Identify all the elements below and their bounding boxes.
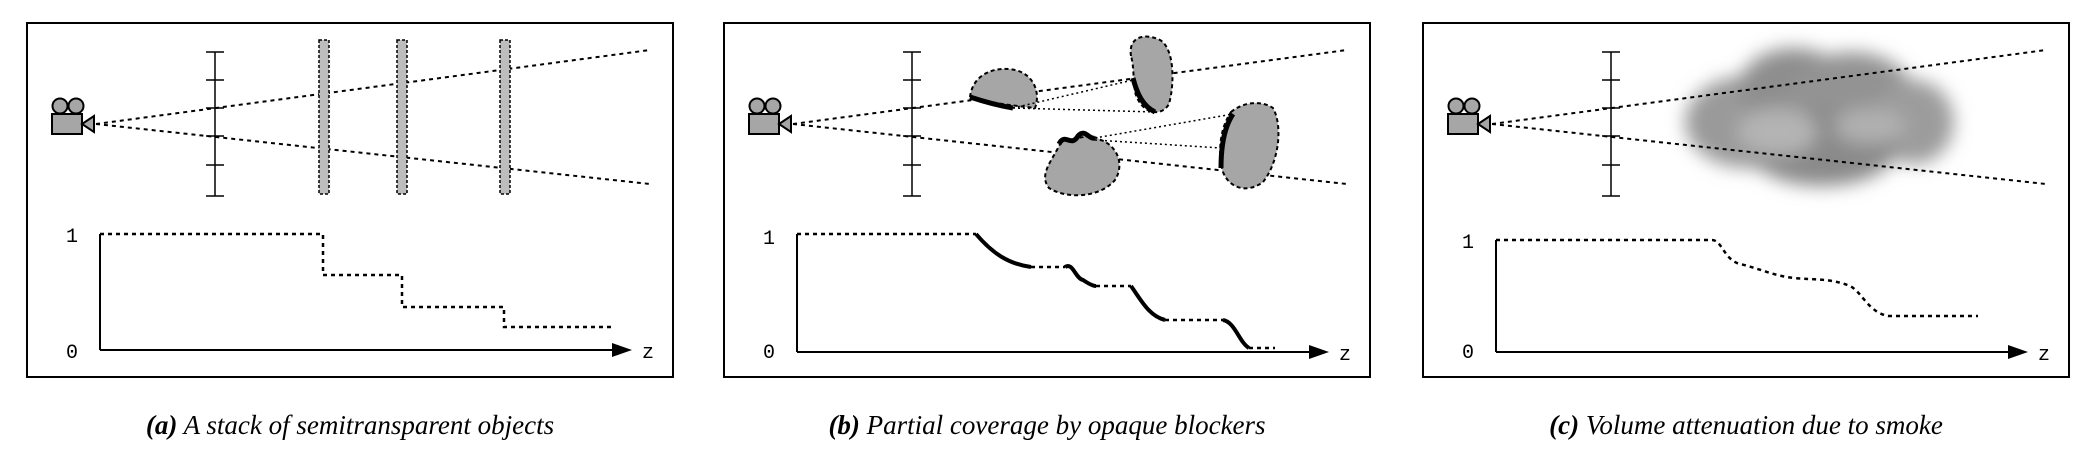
y-top-label: 1 [1462, 232, 1474, 255]
frustum-upper-ray [792, 49, 1348, 125]
panel-b-figure: 1 0 z [723, 22, 1371, 378]
caption-b-text: Partial coverage by opaque blockers [866, 410, 1266, 440]
movie-camera-icon [748, 97, 792, 135]
coverage-connector-3 [1094, 113, 1234, 139]
frustum-lower-ray [95, 123, 651, 185]
coverage-connector-4 [1094, 139, 1222, 149]
transmittance-plot [1495, 238, 2028, 359]
semitransparent-layer-1 [318, 39, 330, 195]
smoke-volume [1685, 48, 1954, 186]
panel-frame [26, 22, 674, 378]
semitransparent-layer-2 [396, 39, 408, 195]
transmittance-curve-dotted [797, 232, 1275, 350]
caption-c-tag: (c) [1549, 410, 1580, 440]
movie-camera-icon [1447, 97, 1491, 135]
y-bottom-label: 0 [66, 342, 78, 365]
frustum-upper-ray [1491, 49, 2047, 125]
y-bottom-label: 0 [763, 342, 775, 365]
semitransparent-layer-3 [499, 39, 511, 195]
panel-b: 1 0 z [723, 22, 1371, 378]
pixel-grid [206, 51, 224, 197]
movie-camera-icon [51, 97, 95, 135]
opaque-blocker-2 [1129, 35, 1174, 114]
opaque-blocker-3 [1044, 135, 1121, 197]
caption-c: (c) Volume attenuation due to smoke [1422, 410, 2070, 441]
x-axis-label: z [642, 342, 654, 365]
blocker-3-visible-edge [1056, 130, 1096, 146]
y-bottom-label: 0 [1462, 342, 1474, 365]
transmittance-plot [99, 232, 632, 357]
panel-frame [1422, 22, 2070, 378]
blocker-2-visible-edge [1130, 77, 1157, 115]
y-top-label: 1 [66, 226, 78, 249]
caption-a-text: A stack of semitransparent objects [183, 410, 555, 440]
caption-b-tag: (b) [828, 410, 860, 440]
caption-a: (a) A stack of semitransparent objects [26, 410, 674, 441]
panel-a: 1 0 z [26, 22, 674, 378]
x-axis-arrowhead [612, 343, 632, 357]
x-axis-arrowhead [2008, 345, 2028, 359]
caption-b: (b) Partial coverage by opaque blockers [723, 410, 1371, 441]
x-axis-label: z [2038, 344, 2050, 367]
opaque-blocker-1 [968, 67, 1038, 110]
transmittance-curve [1496, 238, 1978, 318]
pixel-grid [903, 51, 921, 197]
panel-c-figure: 1 0 z [1422, 22, 2070, 378]
panel-c: 1 0 z [1422, 22, 2070, 378]
caption-c-text: Volume attenuation due to smoke [1585, 410, 1943, 440]
x-axis-arrowhead [1309, 345, 1329, 359]
frustum-upper-ray [95, 49, 651, 125]
pixel-grid [1602, 51, 1620, 197]
coverage-connector-1 [1012, 79, 1134, 109]
transmittance-drop-1 [974, 232, 1032, 269]
coverage-connector-2 [1012, 107, 1156, 113]
panel-a-figure: 1 0 z [26, 22, 674, 378]
transmittance-plot [796, 232, 1329, 359]
opaque-blocker-4 [1219, 102, 1280, 190]
panel-frame [723, 22, 1371, 378]
x-axis-label: z [1339, 344, 1351, 367]
transmittance-drop-3 [1129, 284, 1166, 322]
frustum-lower-ray [1491, 123, 2047, 185]
transmittance-drop-4 [1222, 318, 1251, 350]
blocker-4-visible-edge [1218, 112, 1236, 169]
transmittance-drop-2 [1063, 264, 1097, 288]
y-top-label: 1 [763, 228, 775, 251]
caption-a-tag: (a) [145, 410, 178, 440]
transmittance-curve [100, 232, 612, 329]
blocker-1-visible-edge [969, 94, 1014, 111]
